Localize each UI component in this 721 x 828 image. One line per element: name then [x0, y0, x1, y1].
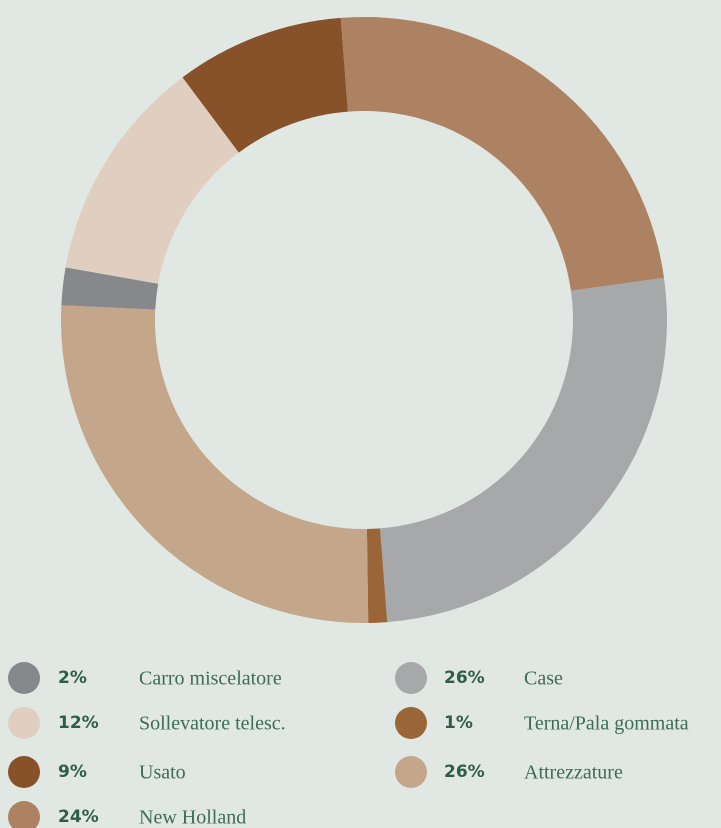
legend-value: 2%: [58, 668, 87, 688]
legend-label: Carro miscelatore: [139, 668, 282, 690]
legend-label: Attrezzature: [524, 762, 623, 784]
legend-value: 9%: [58, 762, 87, 782]
legend-label: Terna/Pala gommata: [524, 713, 689, 735]
legend-value: 26%: [444, 668, 485, 688]
legend-label: Case: [524, 668, 563, 690]
legend-label: New Holland: [139, 807, 246, 828]
legend-swatch: [8, 801, 40, 828]
donut-slice: [65, 77, 239, 284]
legend-swatch: [395, 662, 427, 694]
legend-swatch: [8, 756, 40, 788]
legend-swatch: [8, 662, 40, 694]
donut-slice: [61, 267, 159, 310]
legend-value: 12%: [58, 713, 99, 733]
donut-slice: [380, 277, 667, 623]
legend-value: 1%: [444, 713, 473, 733]
legend-value: 24%: [58, 807, 99, 827]
legend-value: 26%: [444, 762, 485, 782]
donut-slice: [366, 528, 388, 623]
donut-slice: [340, 17, 665, 291]
donut-slice: [182, 17, 348, 153]
legend-swatch: [395, 707, 427, 739]
legend-swatch: [8, 707, 40, 739]
legend-label: Sollevatore telesc.: [139, 713, 286, 735]
legend-label: Usato: [139, 762, 186, 784]
legend-swatch: [395, 756, 427, 788]
donut-slice: [61, 305, 369, 623]
